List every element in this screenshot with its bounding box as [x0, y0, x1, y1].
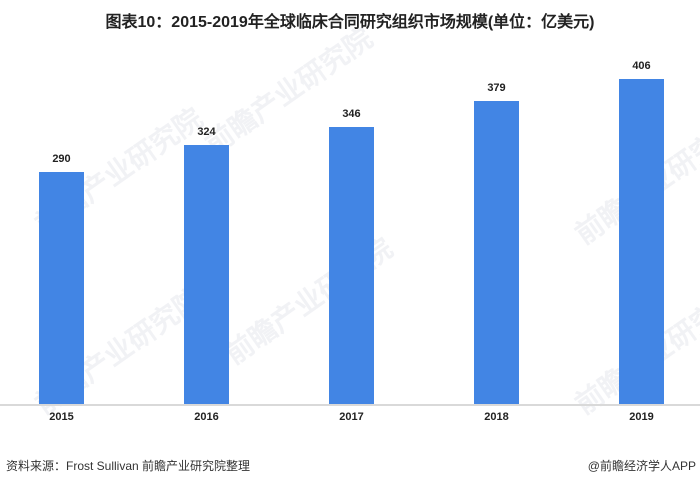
data-label-2018: 379 [487, 81, 506, 94]
x-tick-2015: 2015 [49, 411, 74, 423]
bar-2016 [184, 144, 229, 404]
x-tick-2018: 2018 [484, 411, 509, 423]
bar-2015 [39, 172, 84, 404]
data-label-2017: 346 [342, 108, 361, 121]
data-label-2016: 324 [197, 125, 216, 138]
chart-title: 图表10：2015-2019年全球临床合同研究组织市场规模(单位：亿美元) [105, 14, 595, 31]
x-tick-2017: 2017 [339, 411, 364, 423]
plot-area: 前瞻产业研究院 前瞻产业研究院 前瞻产业研究院 前瞻产业研究院 前瞻产业研究院 … [0, 22, 700, 423]
bar-2018 [474, 100, 519, 404]
data-label-2015: 290 [52, 153, 71, 165]
data-label-2019: 406 [632, 60, 651, 73]
x-tick-2019: 2019 [629, 411, 654, 423]
x-axis-line [0, 404, 700, 406]
source-note: 资料来源：Frost Sullivan 前瞻产业研究院整理 [6, 459, 251, 473]
bar-2017 [329, 127, 374, 404]
credit-note: @前瞻经济学人APP [587, 459, 696, 473]
bar-2019 [619, 79, 664, 404]
x-tick-2016: 2016 [194, 411, 219, 423]
